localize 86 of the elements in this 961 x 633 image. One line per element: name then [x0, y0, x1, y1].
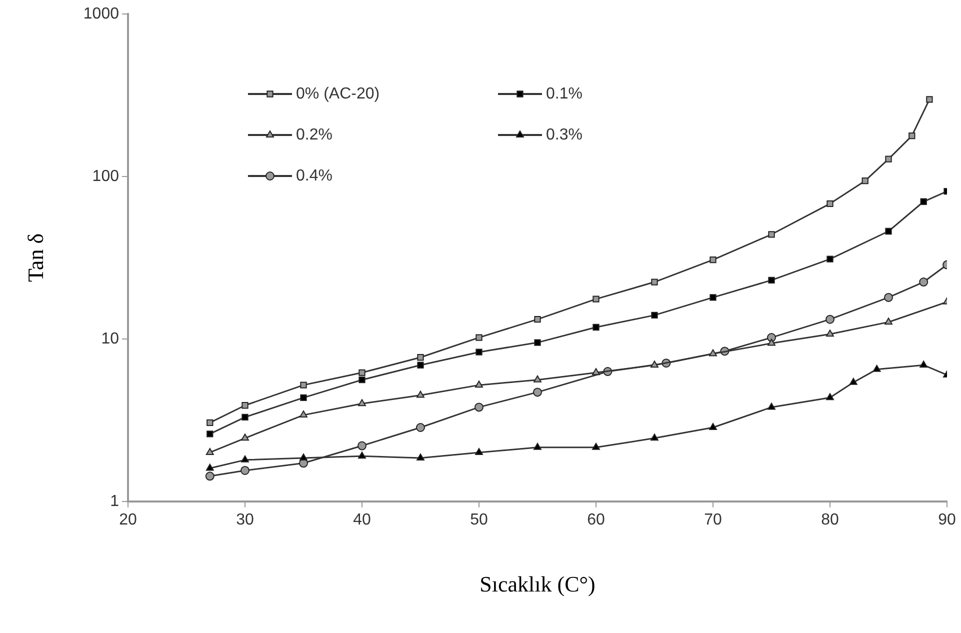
x-tick-label: 90	[938, 511, 956, 528]
legend-label: 0.4%	[296, 167, 332, 184]
point	[709, 349, 717, 356]
point	[768, 276, 775, 284]
point	[357, 441, 366, 450]
legend-label: 0.2%	[296, 126, 332, 144]
point	[242, 402, 248, 409]
point	[592, 296, 600, 302]
point	[242, 414, 248, 420]
point	[650, 360, 658, 368]
point	[884, 318, 892, 325]
x-tick-label: 60	[587, 511, 605, 528]
point	[417, 354, 424, 361]
point	[416, 453, 424, 460]
legend-label: 0.1%	[546, 85, 582, 102]
point	[592, 324, 600, 331]
y-tick-label: 1	[110, 492, 120, 510]
point	[358, 399, 366, 406]
point	[884, 292, 893, 302]
legend-label: 0.3%	[546, 126, 582, 144]
point	[206, 419, 214, 426]
point	[926, 96, 933, 103]
point	[475, 448, 483, 455]
point	[205, 472, 214, 481]
point	[358, 369, 366, 376]
point	[475, 380, 483, 388]
point	[908, 132, 916, 140]
point	[651, 312, 658, 319]
y-tick-label: 10	[101, 330, 120, 348]
point	[826, 330, 834, 337]
point	[476, 334, 482, 341]
y-tick-label: 1000	[83, 5, 120, 22]
point	[358, 376, 366, 384]
point	[532, 388, 542, 397]
x-tick-label: 70	[704, 511, 722, 528]
point	[650, 434, 658, 441]
point	[534, 316, 541, 323]
point	[920, 360, 928, 368]
point	[241, 455, 249, 462]
point	[300, 453, 308, 460]
point	[592, 442, 600, 450]
y-tick-label: 100	[92, 168, 120, 185]
point	[417, 362, 424, 368]
point	[862, 178, 868, 184]
point	[206, 448, 214, 455]
point	[709, 423, 717, 430]
point	[920, 198, 927, 205]
point	[872, 364, 881, 372]
point	[826, 314, 834, 324]
point	[206, 464, 214, 471]
point	[474, 402, 484, 412]
point	[768, 231, 775, 238]
point	[768, 402, 776, 410]
x-tick-label: 20	[119, 511, 137, 528]
point	[768, 338, 776, 346]
x-tick-label: 30	[236, 511, 254, 528]
point	[416, 390, 424, 398]
point	[300, 382, 307, 388]
point	[416, 423, 425, 432]
point	[476, 348, 482, 356]
point	[710, 256, 716, 264]
point	[710, 294, 716, 301]
point	[206, 430, 214, 438]
x-axis-title: Sıcaklık (C°)	[480, 572, 596, 597]
point	[534, 375, 542, 382]
point	[358, 452, 366, 459]
point	[300, 410, 308, 418]
point	[300, 394, 307, 401]
x-tick-label: 50	[470, 511, 488, 528]
point	[651, 278, 658, 286]
point	[826, 256, 834, 262]
x-tick-label: 80	[821, 511, 839, 528]
point	[826, 200, 834, 208]
point	[885, 228, 892, 235]
point	[240, 466, 250, 475]
legend-label: 0% (AC-20)	[296, 85, 380, 102]
point	[885, 156, 892, 162]
point	[534, 339, 541, 346]
y-axis-title: Tan δ	[22, 233, 48, 282]
point	[592, 368, 600, 376]
point	[826, 393, 834, 400]
point	[849, 378, 858, 385]
point	[241, 434, 249, 441]
point	[534, 442, 542, 450]
point	[919, 278, 928, 287]
x-tick-label: 40	[353, 511, 371, 528]
